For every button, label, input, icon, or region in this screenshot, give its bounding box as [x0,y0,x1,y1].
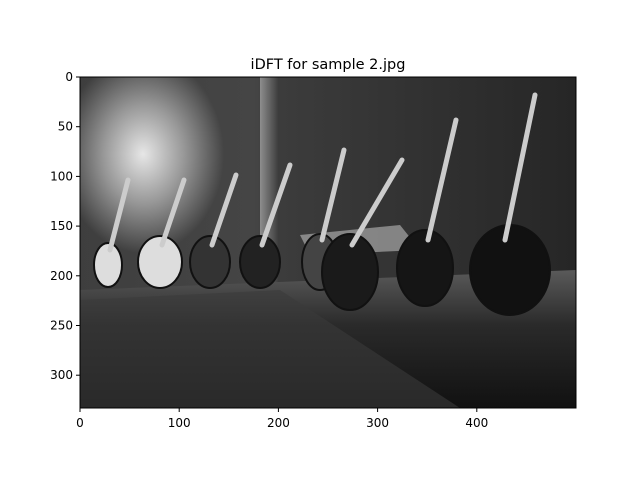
y-tick-label: 50 [58,120,73,134]
x-tick-label: 0 [76,416,84,430]
y-tick-label: 150 [50,219,73,233]
y-tick-label: 100 [50,169,73,183]
y-tick-label: 250 [50,318,73,332]
axes-frame [79,76,577,409]
x-tick-label: 300 [366,416,389,430]
x-tick-label: 200 [267,416,290,430]
y-tick-label: 300 [50,368,73,382]
chart-title: iDFT for sample 2.jpg [251,57,406,73]
image [80,77,576,408]
y-tick-label: 0 [65,70,73,84]
x-tick-label: 100 [168,416,191,430]
y-tick-label: 200 [50,269,73,283]
x-tick-label: 400 [465,416,488,430]
